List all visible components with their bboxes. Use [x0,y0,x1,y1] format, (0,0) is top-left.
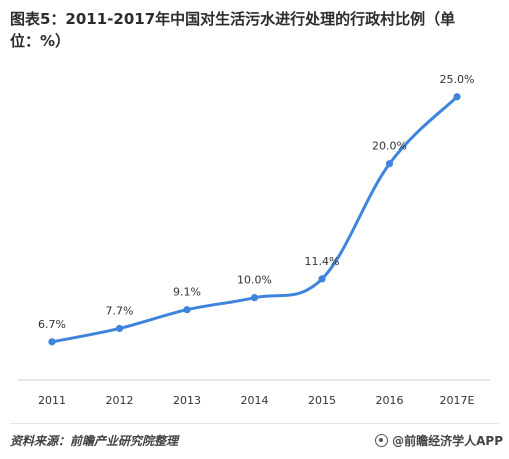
x-tick-label: 2011 [38,394,66,407]
chart-title: 图表5：2011-2017年中国对生活污水进行处理的行政村比例（单位：%） [10,10,456,50]
x-tick-label: 2015 [308,394,336,407]
data-label: 6.7% [38,318,66,331]
brand-credit: @前瞻经济学人APP [375,432,503,449]
data-label: 7.7% [106,304,134,317]
data-point-group [48,93,461,346]
data-point [115,324,124,333]
data-label: 9.1% [173,286,201,299]
x-tick-label: 2013 [173,394,201,407]
data-label: 20.0% [372,140,407,153]
x-tick-label: 2012 [106,394,134,407]
x-tick-labels: 2011 2012 2013 2014 2015 2016 2017E [38,394,475,407]
data-point [250,294,259,302]
data-label-group: 6.7% 7.7% 9.1% 10.0% 11.4% 20.0% 25.0% [38,73,474,331]
source-note: 资料来源：前瞻产业研究院整理 [10,434,179,448]
data-point [453,93,461,101]
data-label: 25.0% [440,73,475,86]
data-label: 10.0% [237,274,272,287]
data-label: 11.4% [305,255,340,268]
x-tick-label: 2014 [241,394,269,407]
data-point [183,306,191,314]
data-point [385,160,394,168]
x-tick-label: 2016 [376,394,404,407]
brand-logo-icon [375,434,389,447]
data-point [318,275,326,283]
x-tick-label: 2017E [440,394,475,407]
data-point [48,338,56,346]
brand-text: @前瞻经济学人APP [392,434,503,448]
footer-divider [10,423,499,424]
